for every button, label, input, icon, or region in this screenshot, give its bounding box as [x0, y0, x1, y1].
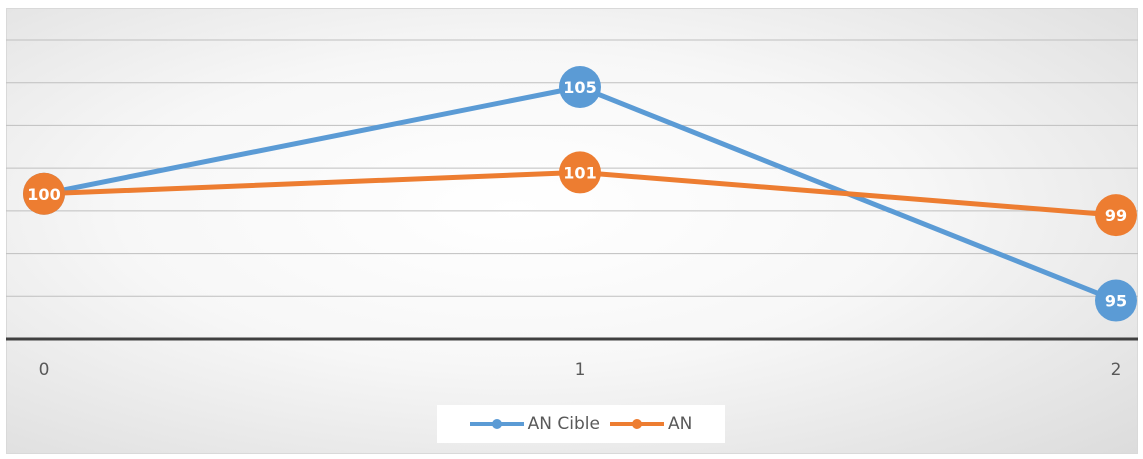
legend-label-an-cible: AN Cible [527, 414, 600, 434]
data-point-0-1 [559, 65, 601, 108]
data-point-1-2 [1095, 194, 1137, 237]
data-point-1-0 [23, 172, 65, 215]
data-label-1-1: 101 [563, 163, 596, 182]
data-label-0-2: 95 [1105, 292, 1127, 311]
data-point-0-2 [1095, 279, 1137, 322]
legend-label-an: AN [667, 414, 693, 434]
legend-item-an: AN [609, 414, 693, 434]
legend-item-an-cible: AN Cible [469, 414, 600, 434]
data-label-1-0: 100 [27, 185, 60, 204]
x-tick-label-1: 1 [575, 360, 586, 380]
x-tick-label-2: 2 [1111, 360, 1122, 380]
series-line-0 [43, 84, 1117, 303]
data-point-1-1 [559, 151, 601, 194]
legend-swatch-an [609, 419, 664, 429]
x-tick-label-0: 0 [39, 360, 50, 380]
legend: AN Cible AN [437, 405, 725, 443]
data-label-0-1: 105 [563, 78, 596, 97]
legend-swatch-an-cible [469, 419, 524, 429]
data-label-1-2: 99 [1105, 206, 1127, 225]
